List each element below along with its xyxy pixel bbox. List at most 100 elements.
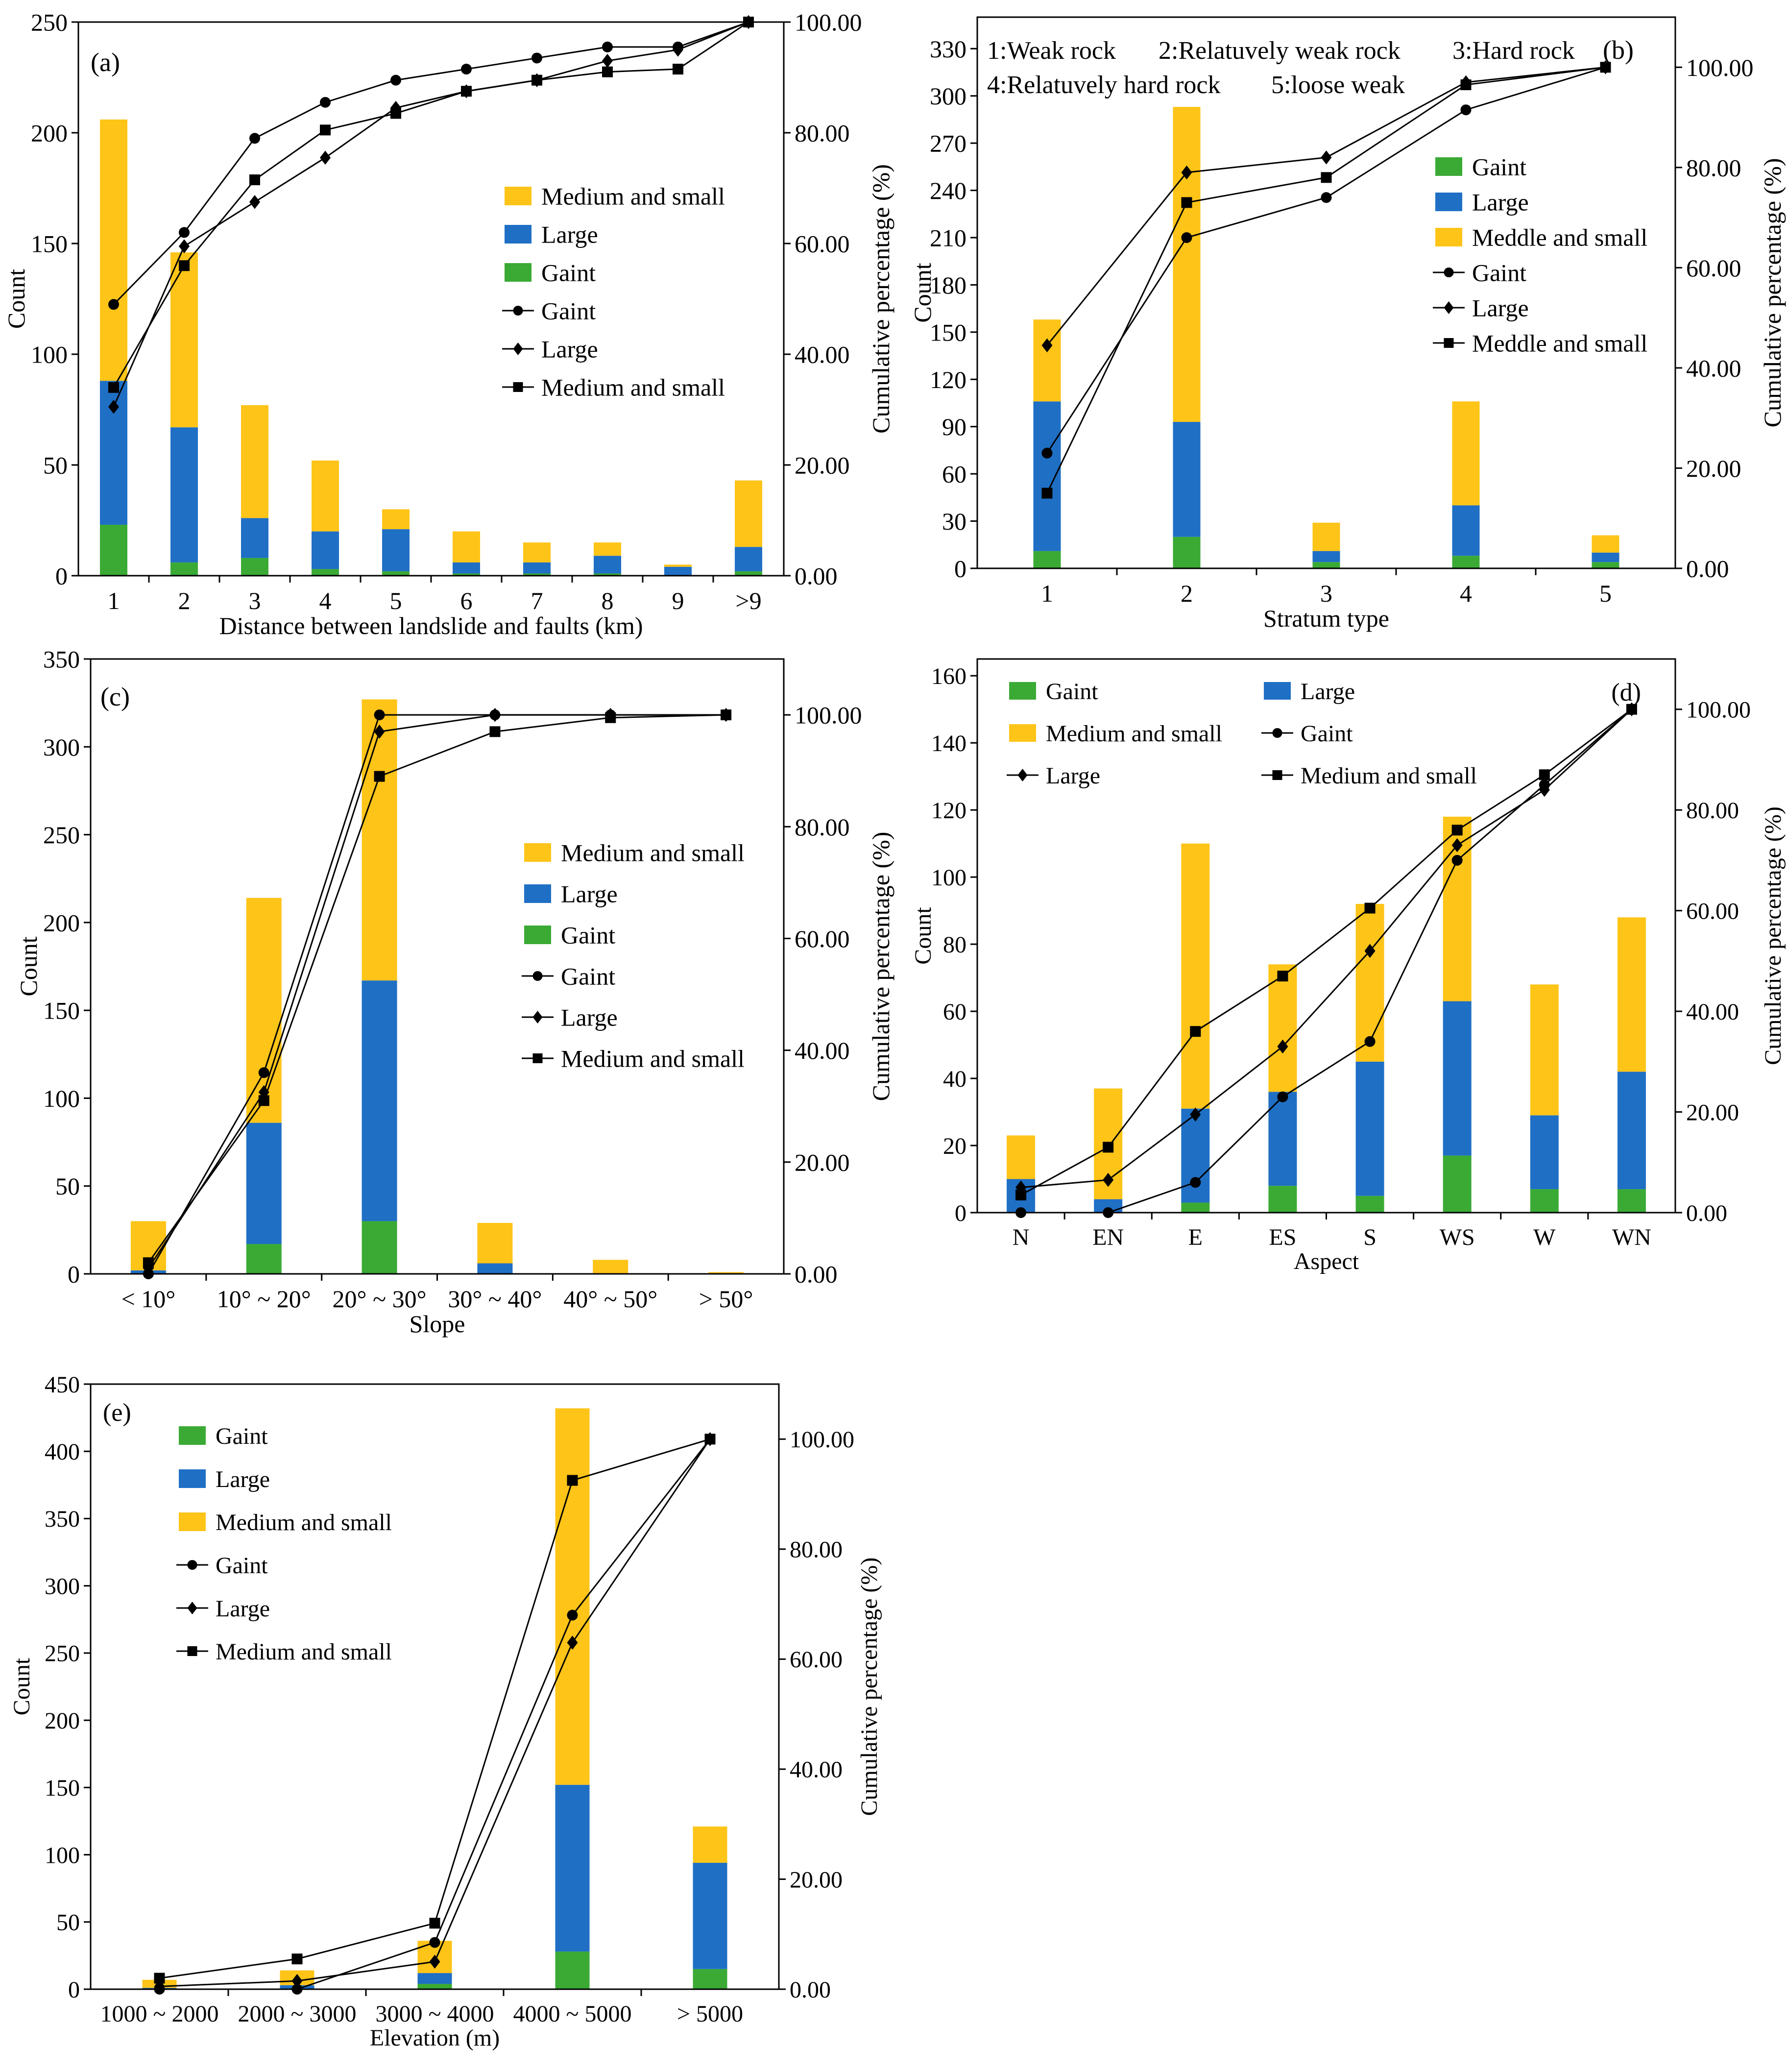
point-medium-and-small-0 [108,382,119,393]
bar-gaint-2 [241,558,268,576]
point-medium-and-small-2 [429,1918,440,1929]
bar-medium-and-small-2 [1181,843,1210,1109]
legend-swatch-gaint [524,926,551,944]
point-medium-and-small-0 [143,1257,154,1268]
point-medium-and-small-0 [154,1973,165,1984]
legend-marker-large [532,1011,543,1024]
legend-marker-meddle-and-small [1444,338,1454,348]
bar-large-3 [555,1784,590,1952]
panel-e-x-label: Elevation (m) [370,2025,500,2051]
point-large-1 [291,1974,303,1988]
point-large-2 [429,1954,440,1969]
bar-gaint-1 [170,562,198,576]
y-tick-label: 150 [31,230,68,258]
point-medium-and-small-5 [461,86,472,97]
y-tick-label: 180 [930,271,966,299]
point-gaint-7 [602,41,613,52]
panel-c-y-label: Count [15,936,42,996]
panel-e-y-label: Count [9,1658,35,1715]
x-tick-label: 1 [108,587,120,614]
y2-tick-label: 100.00 [795,9,862,36]
panel-e-letter: (e) [103,1399,131,1427]
panel-b: 03060901201501802102402703003300.0020.00… [909,16,1786,632]
y-tick-label: 140 [931,731,966,756]
x-tick-label: 20° ~ 30° [333,1285,427,1313]
point-medium-and-small-1 [258,1095,269,1106]
legend-label: Gaint [541,259,596,287]
y-tick-label: 100 [31,341,68,368]
point-medium-and-small-3 [1277,971,1288,982]
panel-b-lines [1041,60,1611,499]
bar-meddle-and-small-3 [1452,401,1480,506]
point-medium-and-small-4 [1364,902,1376,914]
legend-swatch-large [524,884,551,903]
x-tick-label: 10° ~ 20° [217,1285,311,1313]
panel-c-y2-label: Cumulative percentage (%) [867,832,894,1101]
point-large-7 [602,53,613,68]
legend-label: Medium and small [1046,721,1222,747]
panel-e-y-axis: 0 50 100 150 200 250 300 350 400 450 [45,1372,91,2003]
legend-label: Gaint [1301,721,1353,747]
legend-marker-gaint [1272,728,1282,738]
bar-medium-and-small-4 [1355,903,1384,1062]
y-tick-label: 330 [930,35,966,63]
line-large [147,714,726,1269]
bar-gaint-6 [1530,1189,1559,1213]
panel-d-y-label: Count [910,907,936,965]
point-large-8 [673,43,683,57]
y2-tick-label: 0.00 [795,1261,838,1288]
bar-medium-and-small-0 [1007,1135,1036,1179]
bar-gaint-1 [246,1244,282,1274]
panel-d-lines [1015,702,1637,1218]
bar-medium-and-small-6 [523,542,551,562]
line-medium-and-small [147,714,726,1264]
legend-label: Large [561,880,618,908]
point-medium-and-small-2 [1190,1026,1201,1037]
panel-d-y2-axis: 0.00 20.00 40.00 60.00 80.00 100.00 [1675,697,1751,1226]
bar-gaint-2 [1181,1202,1210,1213]
point-gaint-2 [429,1937,440,1948]
point-medium-and-small-3 [567,1475,578,1486]
x-tick-label: 3000 ~ 4000 [376,2001,494,2027]
legend-label: Medium and small [541,374,725,401]
bar-medium-and-small-3 [312,460,339,532]
y-tick-label: 100 [45,1842,80,1868]
legend-marker-medium-and-small [513,382,523,392]
x-tick-label: > 5000 [677,2001,743,2027]
x-tick-label: 30° ~ 40° [448,1285,542,1313]
legend-swatch-medium-and-small [179,1512,206,1531]
legend-label: Large [561,1004,618,1031]
bar-medium-and-small-6 [1530,984,1559,1116]
bar-gaint-3 [1452,556,1480,568]
y-tick-label: 40 [943,1066,966,1092]
point-medium-and-small-2 [249,174,260,186]
panel-b-bars [1033,107,1619,568]
point-large-1 [179,239,190,253]
point-large-1 [1181,165,1192,180]
y2-tick-label: 100.00 [795,702,862,729]
panel-c-lines [143,707,732,1279]
point-gaint-3 [1460,104,1472,116]
bar-meddle-and-small-0 [1033,319,1061,402]
y-tick-label: 100 [931,865,966,891]
bar-gaint-6 [523,573,551,576]
y2-tick-label: 0.00 [795,562,838,590]
point-gaint-0 [1041,447,1053,459]
y2-tick-label: 60.00 [790,1647,843,1673]
panel-c: 0 50 100 150 200 250 300 350 0.00 20.00 40.00 60.00… [15,646,894,1338]
bar-gaint-5 [453,573,480,576]
point-gaint-3 [320,97,331,108]
y-tick-label: 0 [955,1200,966,1226]
x-tick-label: 9 [672,587,684,614]
x-tick-label: 4 [1460,580,1472,607]
panel-d-bars [1007,816,1646,1213]
panel-d-y2-label: Cumulative percentage (%) [1760,806,1786,1065]
y2-tick-label: 80.00 [790,1537,843,1563]
y-tick-label: 300 [43,733,80,761]
y-tick-label: 200 [45,1708,80,1734]
bar-large-2 [1312,551,1340,562]
bar-medium-and-small-2 [362,699,397,981]
y2-tick-label: 20.00 [795,1148,850,1176]
panel-a-legend: Medium and small Large Gaint Gaint Large Medi… [502,183,725,401]
bar-medium-and-small-4 [382,509,410,530]
